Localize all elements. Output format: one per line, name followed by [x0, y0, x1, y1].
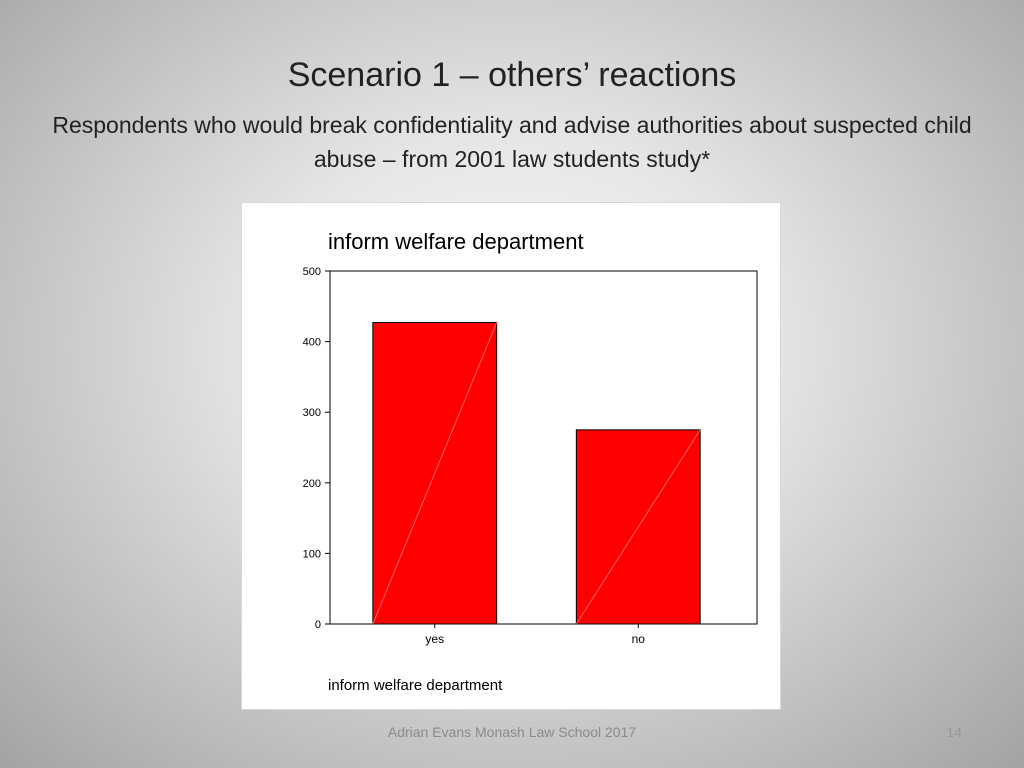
bar-hatch-line [372, 322, 498, 625]
page-number: 14 [946, 724, 962, 740]
chart-title: inform welfare department [328, 229, 584, 254]
bar-hatch-line [575, 429, 701, 625]
y-tick-label: 500 [303, 266, 321, 278]
bars-group [372, 322, 701, 625]
y-tick-label: 300 [303, 407, 321, 419]
slide-title: Scenario 1 – others’ reactions [287, 56, 737, 94]
x-axis: yes no [425, 624, 645, 646]
y-tick-label: 0 [315, 619, 321, 631]
x-tick-label: no [632, 632, 646, 646]
x-axis-label: inform welfare department [328, 677, 503, 694]
slide-subtitle: Respondents who would break confidential… [52, 112, 972, 172]
y-tick-label: 100 [303, 548, 321, 560]
x-tick-label: yes [425, 632, 444, 646]
y-tick-label: 200 [303, 478, 321, 490]
chart-panel: inform welfare department 0 100 200 300 400 5… [242, 203, 780, 709]
y-tick-label: 400 [303, 337, 321, 349]
y-axis: 0 100 200 300 400 500 [303, 266, 330, 631]
bar-chart: inform welfare department 0 100 200 300 400 5… [303, 229, 758, 694]
plot-frame [329, 270, 758, 625]
footer-text: Adrian Evans Monash Law School 2017 [387, 724, 637, 740]
